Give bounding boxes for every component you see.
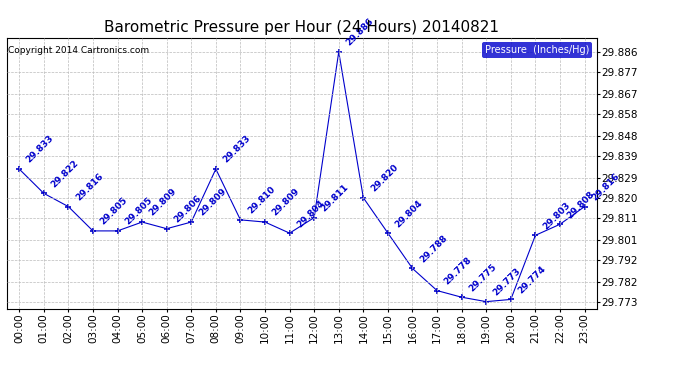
Text: Copyright 2014 Cartronics.com: Copyright 2014 Cartronics.com xyxy=(8,46,149,55)
Text: 29.804: 29.804 xyxy=(393,198,424,229)
Text: 29.809: 29.809 xyxy=(197,187,228,218)
Text: 29.788: 29.788 xyxy=(418,233,449,264)
Text: 29.806: 29.806 xyxy=(172,194,203,225)
Text: 29.833: 29.833 xyxy=(25,134,56,165)
Text: 29.809: 29.809 xyxy=(148,187,179,218)
Text: 29.816: 29.816 xyxy=(74,171,105,202)
Text: 29.805: 29.805 xyxy=(99,196,129,227)
Text: 29.816: 29.816 xyxy=(590,171,621,202)
Legend: Pressure  (Inches/Hg): Pressure (Inches/Hg) xyxy=(482,42,592,58)
Text: 29.886: 29.886 xyxy=(344,17,375,48)
Text: 29.822: 29.822 xyxy=(49,158,80,189)
Text: 29.809: 29.809 xyxy=(270,187,302,218)
Text: 29.775: 29.775 xyxy=(467,262,498,293)
Text: 29.833: 29.833 xyxy=(221,134,253,165)
Text: 29.820: 29.820 xyxy=(369,163,400,194)
Text: 29.808: 29.808 xyxy=(566,189,596,220)
Text: 29.778: 29.778 xyxy=(442,255,474,286)
Text: 29.811: 29.811 xyxy=(319,183,351,213)
Text: 29.774: 29.774 xyxy=(516,264,548,295)
Text: 29.803: 29.803 xyxy=(541,200,572,231)
Title: Barometric Pressure per Hour (24 Hours) 20140821: Barometric Pressure per Hour (24 Hours) … xyxy=(104,20,500,35)
Text: 29.773: 29.773 xyxy=(492,266,523,297)
Text: 29.810: 29.810 xyxy=(246,185,277,216)
Text: 29.805: 29.805 xyxy=(123,196,154,227)
Text: 29.804: 29.804 xyxy=(295,198,326,229)
